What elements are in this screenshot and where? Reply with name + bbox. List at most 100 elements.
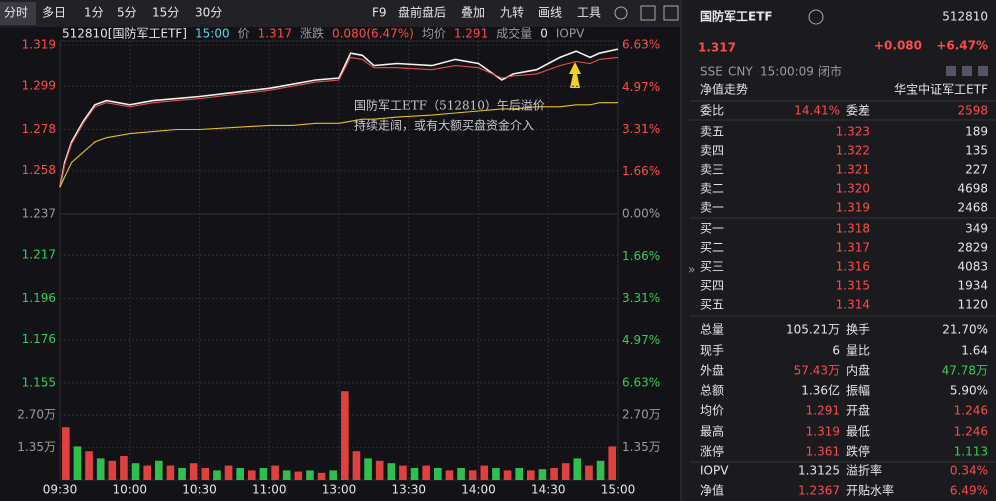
x-tick-label: 14:00 bbox=[461, 483, 496, 497]
volume-bar bbox=[143, 465, 151, 480]
book-level: 买四 bbox=[700, 279, 724, 293]
stat-label: 最低 bbox=[846, 425, 870, 439]
stat-label: 溢折率 bbox=[846, 463, 882, 478]
stat-value: 1.36亿 bbox=[801, 383, 840, 398]
tool-icon[interactable] bbox=[946, 66, 956, 76]
volume-bar bbox=[85, 451, 93, 480]
stat-label: 涨停 bbox=[700, 444, 724, 459]
tool-icon[interactable] bbox=[978, 66, 988, 76]
tool[interactable]: F9 bbox=[372, 6, 387, 20]
volume-bar bbox=[480, 465, 489, 480]
x-tick-label: 13:00 bbox=[322, 483, 357, 497]
stat-value: 1.291 bbox=[806, 404, 840, 418]
tool[interactable]: 画线 bbox=[538, 6, 562, 20]
series-line bbox=[59, 56, 619, 188]
window-icon[interactable] bbox=[640, 5, 656, 21]
volume-bar bbox=[445, 470, 454, 480]
y-tick-label: 1.299 bbox=[22, 79, 56, 93]
window-icon[interactable] bbox=[663, 5, 679, 21]
quote-meta: SSE bbox=[700, 65, 723, 79]
book-price: 1.320 bbox=[836, 182, 870, 196]
volume-bar bbox=[341, 391, 349, 480]
tab[interactable]: 15分 bbox=[152, 6, 179, 20]
volume-bar bbox=[248, 470, 256, 480]
tool[interactable]: 工具 bbox=[577, 6, 601, 20]
annotation: 国防军工ETF（512810）午后溢价 bbox=[354, 98, 545, 113]
x-tick-label: 10:30 bbox=[182, 483, 217, 497]
stat-value: 6 bbox=[832, 344, 840, 358]
x-tick-label: 13:30 bbox=[391, 483, 426, 497]
arrow bbox=[569, 62, 581, 88]
book-price: 1.321 bbox=[836, 163, 870, 177]
y2-tick-label: 4.97% bbox=[622, 333, 660, 347]
volume-bar bbox=[306, 470, 314, 480]
stat-label: 最高 bbox=[700, 424, 724, 439]
info-item: 成交量 bbox=[496, 26, 532, 41]
tool-icon[interactable] bbox=[962, 66, 972, 76]
tool[interactable]: 九转 bbox=[500, 5, 524, 20]
info-item: 0.080(6.47%) bbox=[332, 27, 414, 41]
active-tab bbox=[0, 2, 36, 25]
annotation: 持续走阔，或有大额买盘资金介入 bbox=[354, 118, 534, 133]
y2-tick-label: 1.66% bbox=[622, 249, 660, 263]
volume-bar bbox=[236, 468, 244, 480]
x-tick-label: 11:00 bbox=[252, 483, 287, 497]
volume-bar bbox=[608, 446, 616, 480]
quote-price: 1.317 bbox=[698, 41, 736, 55]
tool[interactable]: 盘前盘后 bbox=[398, 5, 446, 20]
volume-bar bbox=[201, 468, 210, 480]
tab[interactable]: 多日 bbox=[42, 6, 66, 20]
collapse-arrow[interactable]: » bbox=[688, 263, 695, 277]
book-price: 1.322 bbox=[836, 144, 870, 158]
tab[interactable]: 分时 bbox=[4, 6, 28, 20]
info-icon[interactable] bbox=[808, 9, 824, 25]
book-level: 卖二 bbox=[700, 182, 724, 196]
stat-label: 内盘 bbox=[846, 363, 870, 378]
tab[interactable]: 1分 bbox=[84, 6, 104, 20]
y2-tick-label: 1.66% bbox=[622, 164, 660, 178]
quote-name: 国防军工ETF bbox=[700, 9, 773, 24]
volume-bar bbox=[596, 460, 605, 480]
tab[interactable]: 5分 bbox=[117, 6, 137, 20]
volume-bar bbox=[538, 469, 547, 480]
quote-code: 512810 bbox=[942, 10, 988, 24]
y2-tick-label: 6.63% bbox=[622, 38, 660, 52]
quote-meta: CNY bbox=[728, 65, 753, 79]
volume-bar bbox=[166, 465, 175, 480]
v-tick-label: 1.35万 bbox=[17, 440, 56, 454]
book-level: 买三 bbox=[700, 260, 724, 274]
volume-bar bbox=[399, 465, 407, 480]
info-item: 1.291 bbox=[454, 27, 488, 41]
x-tick-label: 10:00 bbox=[112, 483, 147, 497]
tab[interactable]: 30分 bbox=[195, 6, 222, 20]
y-tick-label: 1.176 bbox=[22, 332, 56, 346]
volume-bar bbox=[468, 470, 477, 480]
v-tick-label: 2.70万 bbox=[17, 408, 56, 422]
book-volume: 227 bbox=[965, 163, 988, 177]
volume-bar bbox=[120, 456, 128, 480]
y-tick-label: 1.155 bbox=[22, 376, 56, 390]
volume-bar bbox=[434, 468, 442, 480]
info-item: 均价 bbox=[422, 27, 446, 41]
book-price: 1.315 bbox=[836, 279, 870, 293]
series-line bbox=[59, 102, 618, 188]
book-level: 买二 bbox=[700, 241, 724, 255]
book-level: 买五 bbox=[700, 298, 724, 312]
v-tick-label: 1.35万 bbox=[622, 440, 661, 454]
volume-bar bbox=[375, 460, 384, 480]
volume-bar bbox=[282, 470, 291, 480]
settings-icon[interactable] bbox=[614, 6, 628, 20]
quote-change: +0.080 bbox=[874, 39, 922, 53]
book-price: 1.323 bbox=[836, 125, 870, 139]
tool[interactable]: 叠加 bbox=[461, 6, 485, 20]
chart-area bbox=[0, 27, 680, 501]
x-tick-label: 15:00 bbox=[601, 483, 636, 497]
stat-label: 外盘 bbox=[700, 363, 724, 378]
stat-label: 现手 bbox=[700, 344, 724, 358]
x-tick-label: 09:30 bbox=[43, 483, 78, 497]
volume-bar bbox=[492, 468, 500, 480]
volume-bar bbox=[515, 468, 523, 480]
nav-label: 净值走势 bbox=[700, 82, 748, 97]
volume-bar bbox=[62, 427, 70, 480]
